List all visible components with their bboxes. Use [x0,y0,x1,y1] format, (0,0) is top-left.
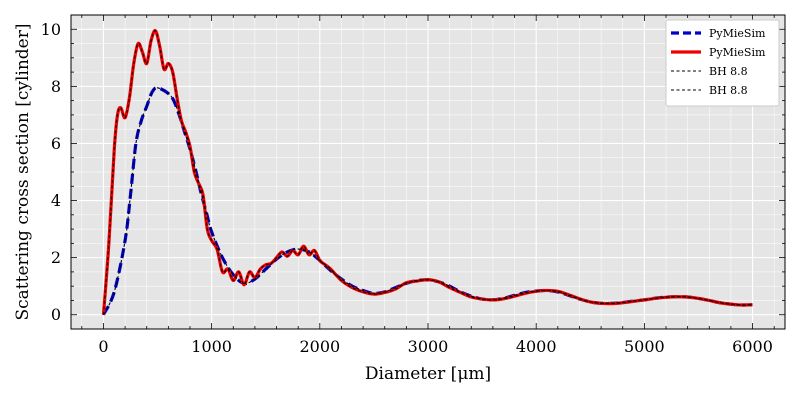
y-tick-label: 4 [51,191,61,210]
legend: PyMieSim PyMieSim BH 8.8 BH 8.8 [665,19,780,107]
axes-ticks: 0 1000 2000 3000 4000 5000 6000 0 2 4 6 8 10 [41,15,785,356]
x-tick-label: 6000 [732,337,773,356]
legend-label-3: BH 8.8 [709,84,748,97]
legend-label-1: PyMieSim [709,46,766,59]
y-axis-label: Scattering cross section [cylinder] [13,23,33,320]
legend-label-0: PyMieSim [709,27,766,40]
y-tick-label: 0 [51,305,61,324]
x-tick-label: 5000 [624,337,665,356]
series-group [101,29,753,316]
x-tick-label: 0 [98,337,108,356]
x-axis-label: Diameter [μm] [365,364,491,384]
grid [71,15,785,329]
x-tick-label: 2000 [299,337,340,356]
legend-box [665,19,780,107]
series-line-2 [102,87,753,315]
x-tick-label: 1000 [191,337,232,356]
y-tick-label: 10 [41,20,61,39]
legend-label-2: BH 8.8 [709,65,748,78]
y-tick-label: 8 [51,77,61,96]
x-tick-label: 4000 [516,337,557,356]
y-tick-label: 6 [51,134,61,153]
series-line-3 [102,30,753,315]
x-tick-label: 3000 [408,337,449,356]
y-tick-label: 2 [51,248,61,267]
